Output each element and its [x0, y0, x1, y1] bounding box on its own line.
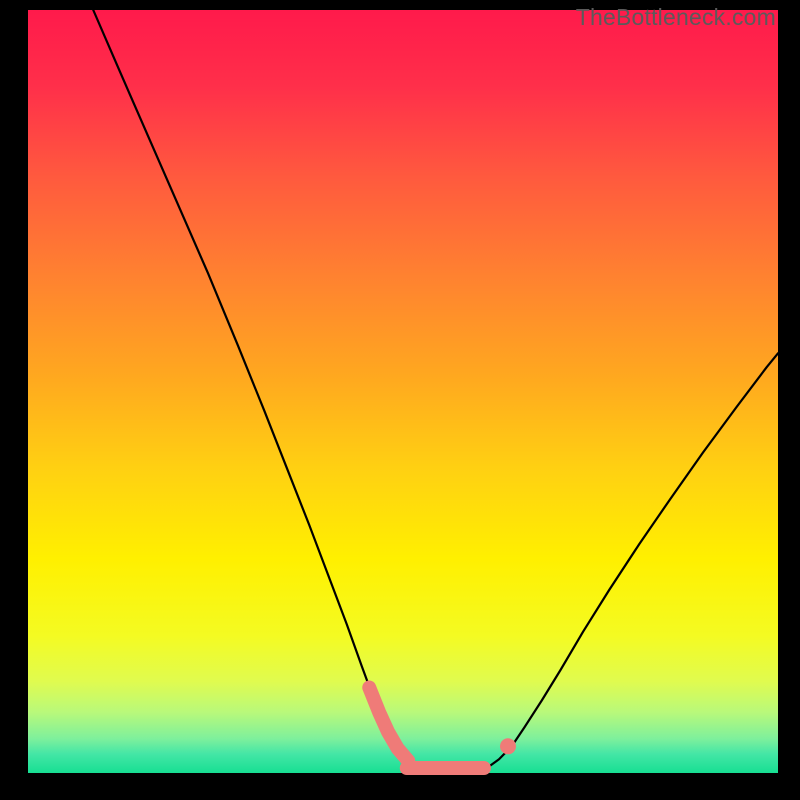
chart-frame: TheBottleneck.com	[0, 0, 800, 800]
gradient-background	[28, 10, 778, 773]
highlight-right-dot	[500, 738, 516, 754]
watermark-text: TheBottleneck.com	[576, 4, 776, 31]
bottleneck-curve-chart	[0, 0, 800, 800]
